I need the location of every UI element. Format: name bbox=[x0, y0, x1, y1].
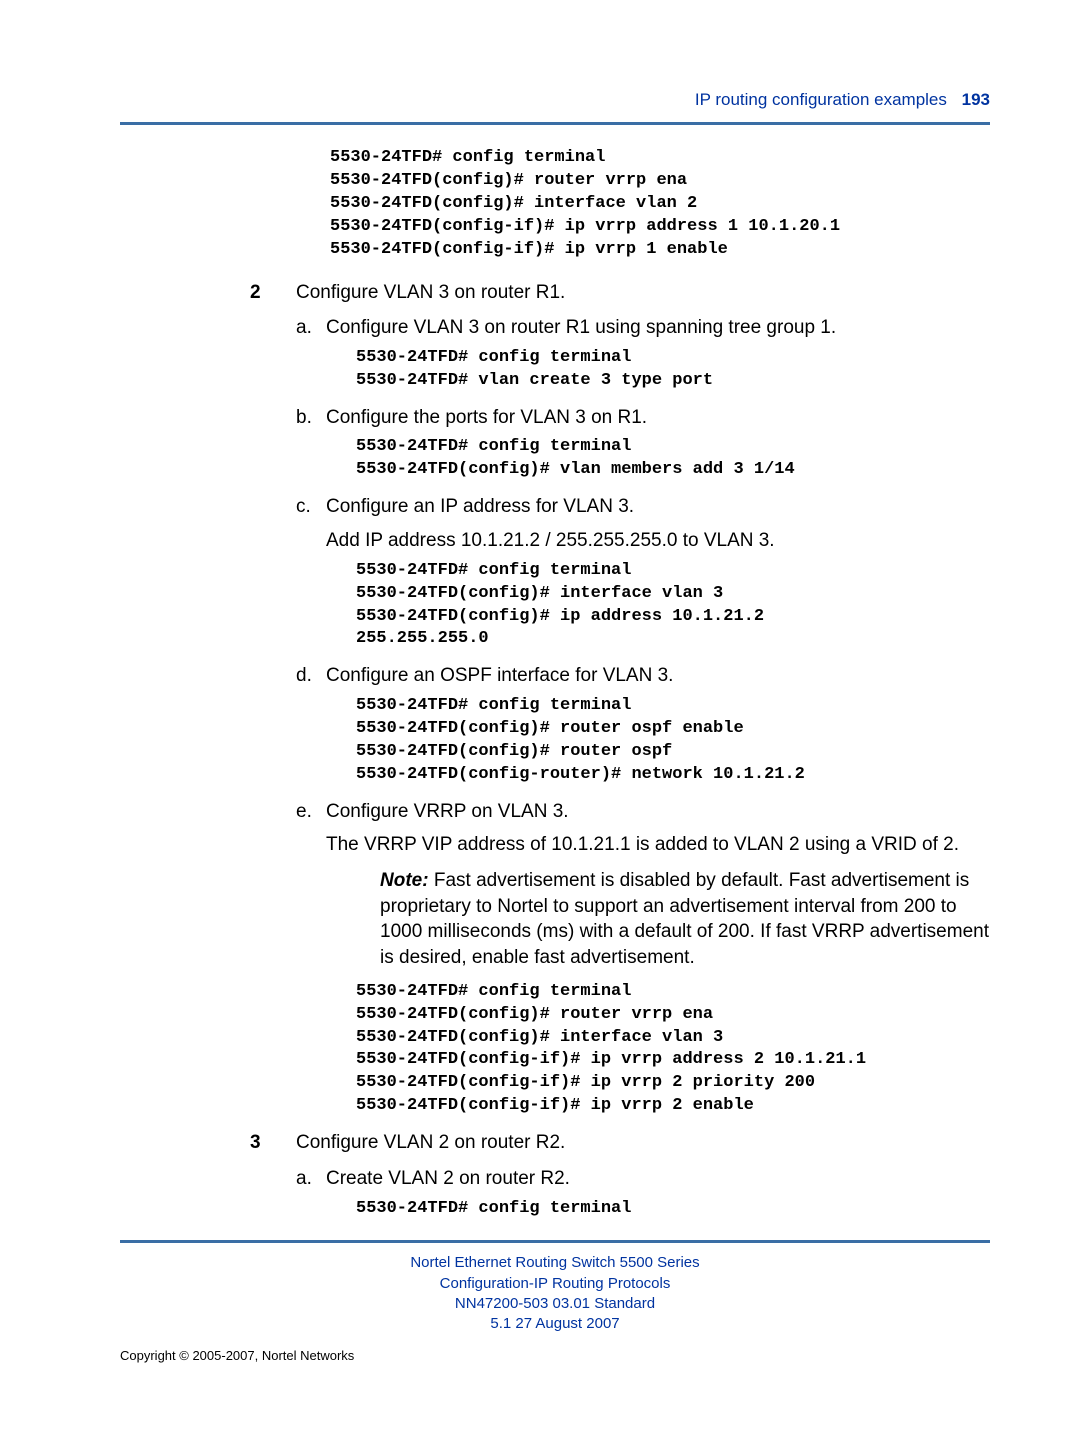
footer-line-1: Nortel Ethernet Routing Switch 5500 Seri… bbox=[120, 1253, 990, 1273]
step-number: 3 bbox=[250, 1132, 296, 1154]
sub-letter: d. bbox=[296, 665, 326, 687]
step-3a-body: 5530-24TFD# config terminal bbox=[326, 1198, 990, 1221]
sub-text: Create VLAN 2 on router R2. bbox=[326, 1166, 990, 1192]
step-2: 2 Configure VLAN 3 on router R1. bbox=[250, 280, 990, 306]
header-title: IP routing configuration examples bbox=[695, 90, 947, 109]
step-number: 2 bbox=[250, 282, 296, 304]
step-2c: c. Configure an IP address for VLAN 3. bbox=[296, 494, 990, 520]
code-block: 5530-24TFD# config terminal 5530-24TFD(c… bbox=[356, 981, 990, 1119]
step-2d-body: 5530-24TFD# config terminal 5530-24TFD(c… bbox=[326, 695, 990, 787]
step-2b: b. Configure the ports for VLAN 3 on R1. bbox=[296, 405, 990, 431]
page-footer: Nortel Ethernet Routing Switch 5500 Seri… bbox=[120, 1253, 990, 1334]
footer-line-3: NN47200-503 03.01 Standard bbox=[120, 1294, 990, 1314]
sub-letter: b. bbox=[296, 407, 326, 429]
paragraph: Add IP address 10.1.21.2 / 255.255.255.0… bbox=[326, 528, 990, 554]
step-3a: a. Create VLAN 2 on router R2. bbox=[296, 1166, 990, 1192]
step-2e: e. Configure VRRP on VLAN 3. bbox=[296, 799, 990, 825]
bottom-rule bbox=[120, 1240, 990, 1243]
step-2-sublist: a. Configure VLAN 3 on router R1 using s… bbox=[296, 315, 990, 1118]
sub-text: Configure VLAN 3 on router R1 using span… bbox=[326, 315, 990, 341]
step-title: Configure VLAN 3 on router R1. bbox=[296, 280, 565, 306]
copyright-line: Copyright © 2005-2007, Nortel Networks bbox=[120, 1348, 990, 1363]
sub-text: Configure an IP address for VLAN 3. bbox=[326, 494, 990, 520]
code-block: 5530-24TFD# config terminal bbox=[356, 1198, 990, 1221]
code-block: 5530-24TFD# config terminal 5530-24TFD(c… bbox=[356, 560, 990, 652]
step-3: 3 Configure VLAN 2 on router R2. bbox=[250, 1130, 990, 1156]
note-text: Fast advertisement is disabled by defaul… bbox=[380, 870, 989, 968]
code-block: 5530-24TFD# config terminal 5530-24TFD(c… bbox=[356, 436, 990, 482]
header-page-number: 193 bbox=[962, 90, 990, 109]
sub-text: Configure VRRP on VLAN 3. bbox=[326, 799, 990, 825]
note-block: Note: Fast advertisement is disabled by … bbox=[380, 868, 990, 971]
content-area: 5530-24TFD# config terminal 5530-24TFD(c… bbox=[120, 147, 990, 1220]
code-block: 5530-24TFD# config terminal 5530-24TFD(c… bbox=[356, 695, 990, 787]
note-label: Note: bbox=[380, 870, 429, 891]
step-2c-body: Add IP address 10.1.21.2 / 255.255.255.0… bbox=[326, 528, 990, 651]
code-block-intro: 5530-24TFD# config terminal 5530-24TFD(c… bbox=[250, 147, 990, 262]
paragraph: The VRRP VIP address of 10.1.21.1 is add… bbox=[326, 832, 990, 858]
step-3-sublist: a. Create VLAN 2 on router R2. 5530-24TF… bbox=[296, 1166, 990, 1221]
top-rule bbox=[120, 122, 990, 125]
sub-letter: c. bbox=[296, 496, 326, 518]
step-2b-body: 5530-24TFD# config terminal 5530-24TFD(c… bbox=[326, 436, 990, 482]
sub-text: Configure an OSPF interface for VLAN 3. bbox=[326, 663, 990, 689]
sub-letter: e. bbox=[296, 801, 326, 823]
step-2a-body: 5530-24TFD# config terminal 5530-24TFD# … bbox=[326, 347, 990, 393]
step-title: Configure VLAN 2 on router R2. bbox=[296, 1130, 565, 1156]
sub-letter: a. bbox=[296, 317, 326, 339]
document-page: IP routing configuration examples 193 55… bbox=[0, 0, 1080, 1403]
page-header: IP routing configuration examples 193 bbox=[120, 90, 990, 110]
footer-line-4: 5.1 27 August 2007 bbox=[120, 1314, 990, 1334]
code-block: 5530-24TFD# config terminal 5530-24TFD# … bbox=[356, 347, 990, 393]
sub-letter: a. bbox=[296, 1168, 326, 1190]
step-2d: d. Configure an OSPF interface for VLAN … bbox=[296, 663, 990, 689]
step-2a: a. Configure VLAN 3 on router R1 using s… bbox=[296, 315, 990, 341]
sub-text: Configure the ports for VLAN 3 on R1. bbox=[326, 405, 990, 431]
footer-line-2: Configuration-IP Routing Protocols bbox=[120, 1274, 990, 1294]
step-2e-body: The VRRP VIP address of 10.1.21.1 is add… bbox=[326, 832, 990, 1118]
